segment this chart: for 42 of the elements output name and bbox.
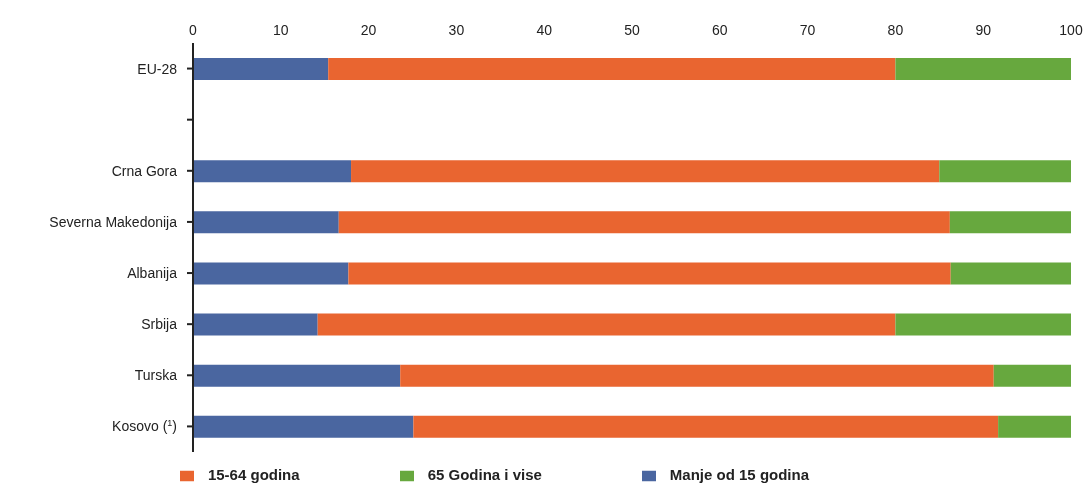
x-tick-label: 50 [624, 22, 640, 38]
y-tick-label: Turska [134, 367, 178, 384]
x-tick-label: 40 [536, 22, 553, 38]
x-tick-label: 60 [712, 22, 728, 38]
bar [193, 415, 414, 438]
bar [895, 313, 1071, 336]
bar [949, 211, 1071, 234]
legend-label: 15-64 godina [207, 465, 300, 483]
bar [193, 58, 329, 80]
bar [939, 160, 1071, 183]
legend-label: Manje od 15 godina [669, 465, 810, 483]
y-tick-label: Crna Gora [111, 162, 178, 179]
y-tick-label: Srbija [141, 316, 178, 333]
bar [895, 58, 1071, 80]
bar [998, 415, 1071, 438]
bar [193, 313, 318, 336]
bar [193, 211, 339, 234]
bar [413, 415, 999, 438]
bar [993, 364, 1071, 387]
x-tick-label: 30 [448, 22, 465, 38]
y-tick-label: Kosovo ($^{1}$) [112, 418, 177, 435]
bar [193, 262, 349, 285]
bar [317, 313, 896, 336]
bar [338, 211, 950, 234]
legend-label: 65 Godina i vise [427, 465, 542, 483]
bar [193, 160, 352, 183]
x-tick-label: 90 [975, 22, 992, 38]
bar [328, 58, 896, 80]
bar [950, 262, 1071, 285]
bar [193, 364, 401, 387]
x-tick-label: 80 [887, 22, 904, 38]
x-tick-label: 20 [360, 22, 377, 38]
y-tick-label: Albanija [127, 265, 178, 282]
y-tick-label: Severna Makedonija [49, 213, 178, 230]
x-tick-label: 0 [189, 22, 198, 38]
bar [348, 262, 951, 285]
bar [400, 364, 994, 387]
bar [351, 160, 940, 183]
x-tick-label: 70 [799, 22, 816, 38]
x-tick-label: 10 [273, 22, 289, 38]
y-tick-label: EU-28 [137, 60, 178, 77]
x-tick-label: 100 [1059, 22, 1083, 38]
